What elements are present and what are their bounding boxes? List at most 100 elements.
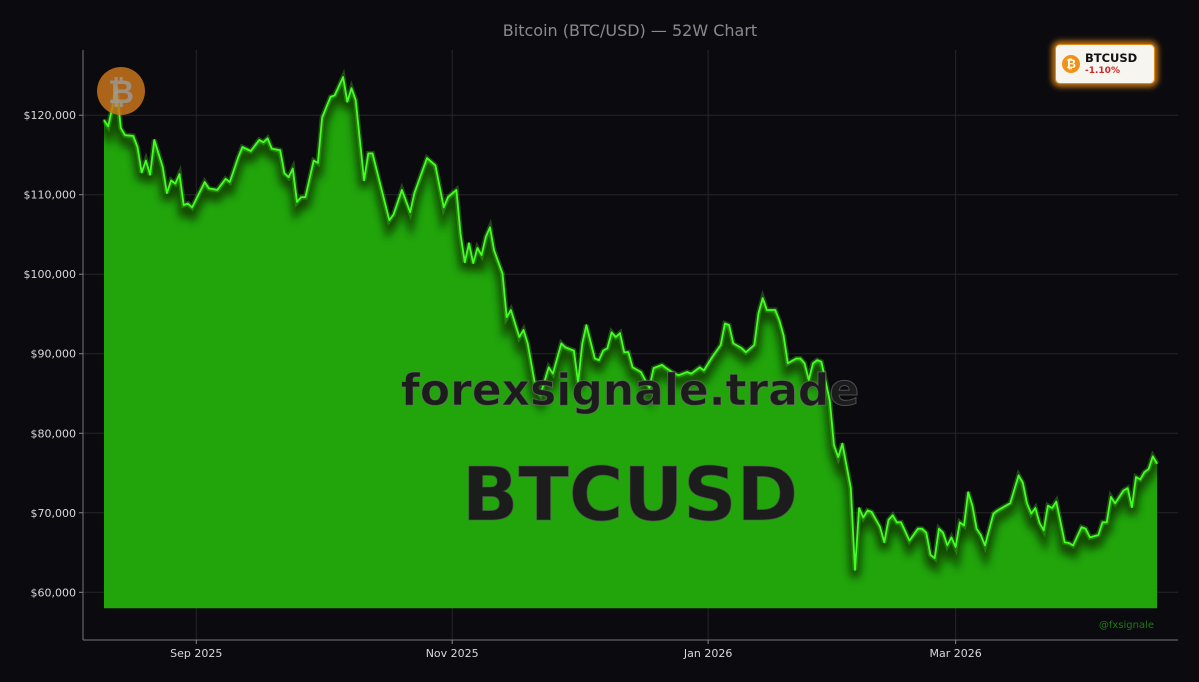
data-point [581,342,583,345]
data-point [762,297,764,299]
data-point [799,357,802,360]
ticker-badge: ₿ BTCUSD -1.10% [1055,44,1155,84]
data-point [883,541,885,543]
data-point [623,351,625,353]
data-point [480,254,483,256]
data-point [409,211,411,213]
y-tick-label: $120,000 [24,109,77,122]
bitcoin-logo-watermark: ₿ [97,67,145,115]
data-point [237,156,239,158]
data-point [858,507,860,509]
data-point [447,196,449,198]
data-point [808,379,810,381]
area-fill [104,77,1157,609]
data-point [266,137,269,139]
data-point [413,192,416,194]
data-point [766,309,768,311]
data-point [1089,536,1091,539]
data-point [929,554,932,556]
data-point [493,249,495,251]
data-point [1043,529,1045,531]
data-point [778,319,781,321]
data-point [699,366,701,368]
price-series [101,68,1160,609]
data-point [241,146,244,148]
data-point [296,201,298,203]
badge-symbol: BTCUSD [1085,51,1138,65]
y-tick-label: $100,000 [24,268,77,281]
area-shade [104,77,1157,578]
data-point [522,329,525,331]
data-point [804,362,806,364]
data-point [783,334,785,337]
x-tick-label: Jan 2026 [683,647,732,660]
data-point [900,521,902,523]
data-point [120,127,122,129]
data-point [1143,471,1146,473]
axes [79,50,1178,644]
watermark-symbol: BTCUSD [462,452,798,538]
data-point [887,519,890,521]
data-point [1097,534,1099,536]
data-point [946,544,948,546]
chart-title: Bitcoin (BTC/USD) — 52W Chart [503,21,757,40]
data-point [183,204,185,206]
data-point [908,540,911,542]
data-point [866,509,869,511]
data-point [510,309,512,311]
data-point [959,521,961,523]
data-point [518,336,520,338]
data-point [539,394,541,396]
data-point [976,528,978,530]
x-tick-label: Nov 2025 [426,647,479,660]
data-point [921,528,923,530]
data-point [640,371,642,373]
y-tick-label: $90,000 [31,348,77,361]
data-point [1106,521,1108,523]
tick-labels: $60,000 $70,000 $80,000 $90,000 $100,000 $110… [24,109,982,660]
data-point [388,219,390,221]
data-point [107,125,109,127]
data-point [753,344,755,346]
data-point [892,514,894,516]
data-point [854,569,856,571]
data-point [795,357,797,360]
data-point [204,181,206,183]
data-point [955,546,957,548]
data-point [1022,481,1024,484]
data-point [191,206,193,209]
data-point [455,189,457,191]
data-point [149,174,151,176]
data-point [271,147,273,150]
y-tick-label: $80,000 [31,427,77,440]
data-point [1072,544,1074,546]
data-point [1047,505,1049,507]
data-point [665,367,667,369]
data-point [871,511,873,513]
data-point [136,146,139,148]
data-point [850,487,852,489]
data-point [774,309,776,311]
data-point [703,369,705,372]
data-point [967,491,969,493]
data-point [1114,502,1116,504]
data-point [380,186,382,188]
data-point [980,534,982,536]
data-point [279,149,281,151]
data-point [631,366,634,368]
data-point [996,509,999,511]
data-point [1127,487,1129,489]
data-point [577,381,579,383]
data-point [1148,468,1150,470]
badge-change: -1.10% [1085,66,1120,76]
data-point [216,189,218,191]
data-point [678,374,680,376]
data-point [757,312,760,314]
data-point [812,362,814,364]
data-point [585,324,588,326]
data-point [833,444,835,446]
data-point [745,351,747,353]
data-point [963,524,965,527]
data-point [392,213,395,216]
data-point [317,162,319,164]
